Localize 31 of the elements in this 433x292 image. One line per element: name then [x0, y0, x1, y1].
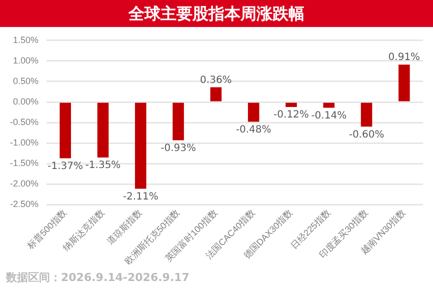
data-label: 0.36%	[200, 74, 232, 86]
data-label: -1.37%	[48, 160, 84, 172]
y-tick-label: -1.50%	[10, 158, 39, 168]
data-label: -0.60%	[348, 129, 384, 140]
y-tick-label: -0.50%	[10, 117, 39, 128]
bar	[360, 102, 372, 127]
data-label: -0.14%	[311, 110, 347, 122]
text: 数据区间：2026.9.14-2026.9.17	[4, 270, 190, 285]
data-label: -0.12%	[274, 110, 309, 121]
y-tick-label: -1.00%	[10, 138, 39, 148]
chart-title: 全球主要股指本周涨跌幅	[0, 0, 433, 27]
y-tick-label: 0.00%	[12, 96, 39, 107]
data-label: 0.91%	[388, 52, 420, 64]
y-tick-label: 1.50%	[12, 34, 39, 45]
data-label: -1.35%	[85, 160, 121, 172]
bar	[248, 102, 260, 122]
bar	[97, 102, 109, 158]
data-label: -2.11%	[122, 191, 158, 202]
data-label: -0.93%	[160, 142, 196, 154]
y-tick-label: -2.50%	[10, 199, 39, 210]
y-tick-label: 0.50%	[12, 76, 39, 86]
bar	[60, 102, 71, 158]
bar	[323, 102, 335, 108]
bar	[286, 102, 297, 107]
bar	[210, 87, 222, 102]
bar	[172, 102, 184, 140]
bar	[134, 102, 146, 189]
y-tick-label: -2.00%	[10, 178, 39, 189]
bar	[398, 64, 410, 102]
data-label: -0.48%	[236, 124, 272, 136]
y-tick-label: 1.00%	[12, 55, 39, 66]
